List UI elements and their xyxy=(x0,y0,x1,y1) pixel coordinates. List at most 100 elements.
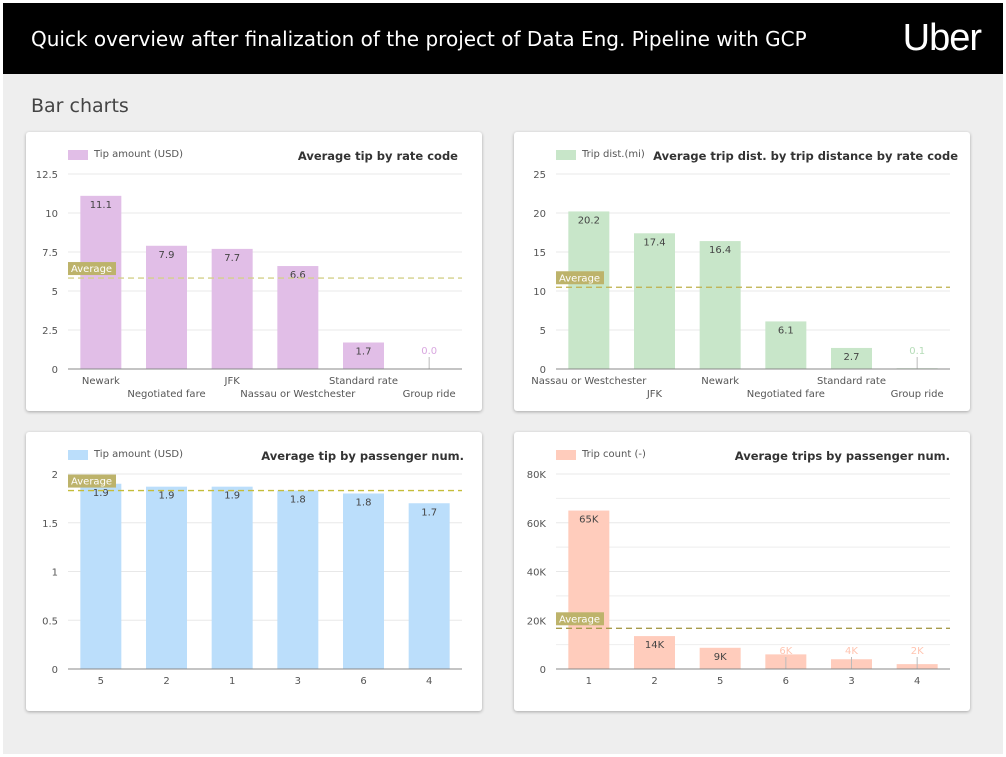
x-tick-label: JFK xyxy=(224,376,241,387)
bar xyxy=(80,195,122,369)
x-tick-label: 2 xyxy=(163,676,169,687)
y-tick-label: 7.5 xyxy=(42,248,58,259)
y-tick-label: 80K xyxy=(527,470,547,481)
bar xyxy=(634,233,675,369)
y-tick-label: 2 xyxy=(52,470,58,481)
x-tick-label: JFK xyxy=(646,389,663,400)
section-title: Bar charts xyxy=(31,95,129,117)
data-label: 1.9 xyxy=(93,488,109,499)
average-badge xyxy=(556,612,604,626)
x-tick-label: Standard rate xyxy=(817,376,886,387)
chart-title: Average trips by passenger num. xyxy=(734,449,950,463)
average-label: Average xyxy=(71,477,112,488)
x-tick-label: Nassau or Westchester xyxy=(240,389,356,400)
bar xyxy=(146,245,187,369)
data-label: 16.4 xyxy=(709,245,731,256)
y-tick-label: 1.5 xyxy=(42,519,58,530)
data-label: 14K xyxy=(645,640,665,651)
x-tick-label: 3 xyxy=(295,676,301,687)
page-title: Quick overview after finalization of the… xyxy=(31,27,807,51)
bar xyxy=(634,636,675,669)
y-tick-label: 12.5 xyxy=(36,170,58,181)
data-label: 9K xyxy=(714,652,727,663)
data-label: 20.2 xyxy=(578,215,600,226)
average-badge xyxy=(68,474,116,488)
chart-card-trips-by-passenger: Trip count (-) Average trips by passenge… xyxy=(514,432,970,711)
x-tick-label: 1 xyxy=(229,676,235,687)
y-tick-label: 0.5 xyxy=(42,616,58,627)
y-tick-label: 10 xyxy=(45,209,58,220)
x-tick-label: 5 xyxy=(717,676,723,687)
data-label: 1.9 xyxy=(224,491,240,502)
chart-card-trip-dist-by-rate-code: Trip dist.(mi) Average trip dist. by tri… xyxy=(514,132,970,411)
x-tick-label: 4 xyxy=(426,676,432,687)
legend: Trip dist.(mi) xyxy=(556,149,645,160)
y-tick-label: 1 xyxy=(52,568,58,579)
data-label: 6K xyxy=(779,646,792,657)
legend: Trip count (-) xyxy=(556,449,646,460)
bar xyxy=(343,342,384,369)
y-tick-label: 20 xyxy=(533,209,546,220)
average-badge xyxy=(68,262,116,276)
data-label: 1.7 xyxy=(421,507,437,518)
bar xyxy=(831,347,872,369)
legend-label: Tip amount (USD) xyxy=(94,149,184,160)
data-label: 7.7 xyxy=(224,253,240,264)
data-label: 2.7 xyxy=(844,352,860,363)
y-tick-label: 60K xyxy=(527,519,547,530)
legend-label: Trip count (-) xyxy=(582,449,646,460)
chart-title: Average tip by passenger num. xyxy=(261,449,464,463)
data-label: 6.6 xyxy=(290,270,306,281)
data-label: 4K xyxy=(845,646,858,657)
data-label: 1.8 xyxy=(290,495,306,506)
uber-logo: Uber xyxy=(902,17,982,59)
bar xyxy=(699,241,741,369)
x-tick-label: Group ride xyxy=(403,389,456,400)
x-tick-label: 6 xyxy=(783,676,789,687)
x-tick-label: Newark xyxy=(701,376,739,387)
y-tick-label: 0 xyxy=(540,365,546,376)
data-label: 65K xyxy=(579,515,599,526)
x-tick-label: 6 xyxy=(360,676,366,687)
average-label: Average xyxy=(559,273,600,284)
x-tick-label: 1 xyxy=(586,676,592,687)
chart-title: Average trip dist. by trip distance by r… xyxy=(653,149,958,163)
data-label: 1.8 xyxy=(356,498,372,509)
average-badge xyxy=(556,271,604,285)
y-tick-label: 20K xyxy=(527,616,547,627)
bar xyxy=(211,248,253,369)
y-tick-label: 40K xyxy=(527,568,547,579)
data-label: 2K xyxy=(911,646,924,657)
legend: Tip amount (USD) xyxy=(68,449,183,460)
data-label: 11.1 xyxy=(90,200,112,211)
bar xyxy=(343,493,384,669)
data-label: 6.1 xyxy=(778,325,794,336)
x-tick-label: Standard rate xyxy=(329,376,398,387)
y-tick-label: 2.5 xyxy=(42,326,58,337)
y-tick-label: 5 xyxy=(52,287,58,298)
average-label: Average xyxy=(71,264,112,275)
x-tick-label: Negotiated fare xyxy=(127,389,205,400)
x-tick-label: 2 xyxy=(651,676,657,687)
y-tick-label: 0 xyxy=(52,665,58,676)
dashboard: Quick overview after finalization of the… xyxy=(3,3,1003,754)
legend-swatch xyxy=(68,149,88,160)
data-label: 0.1 xyxy=(909,346,925,357)
bar xyxy=(765,321,807,369)
bar xyxy=(277,266,319,369)
y-tick-label: 15 xyxy=(533,248,546,259)
chart-svg: 0 0.5 1 1.5 2 1.9 5 1.9 2 1.9 1 1.8 3 1.8 6 1.7 4 Average xyxy=(42,470,462,687)
chart-svg: 0 2.5 5 7.5 10 12.5 11.1 Newark 7.9 Negotiated fa… xyxy=(36,170,462,400)
header: Quick overview after finalization of the… xyxy=(3,3,1003,74)
x-tick-label: Nassau or Westchester xyxy=(531,376,647,387)
average-label: Average xyxy=(559,614,600,625)
chart-svg: 0 5 10 15 20 25 20.2 Nassau or Westchester 17.4 J… xyxy=(531,170,950,400)
x-tick-label: 5 xyxy=(98,676,104,687)
legend-swatch xyxy=(556,449,576,460)
chart-card-tip-by-rate-code: Tip amount (USD) Average tip by rate cod… xyxy=(26,132,482,411)
y-tick-label: 0 xyxy=(540,665,546,676)
data-label: 1.7 xyxy=(356,346,372,357)
chart-svg: 0 20K 40K 60K 80K 65K 1 14K 2 9K 5 6K 6 4K 3 2K 4 Average xyxy=(527,470,950,687)
bar xyxy=(146,486,187,669)
x-tick-label: 3 xyxy=(848,676,854,687)
